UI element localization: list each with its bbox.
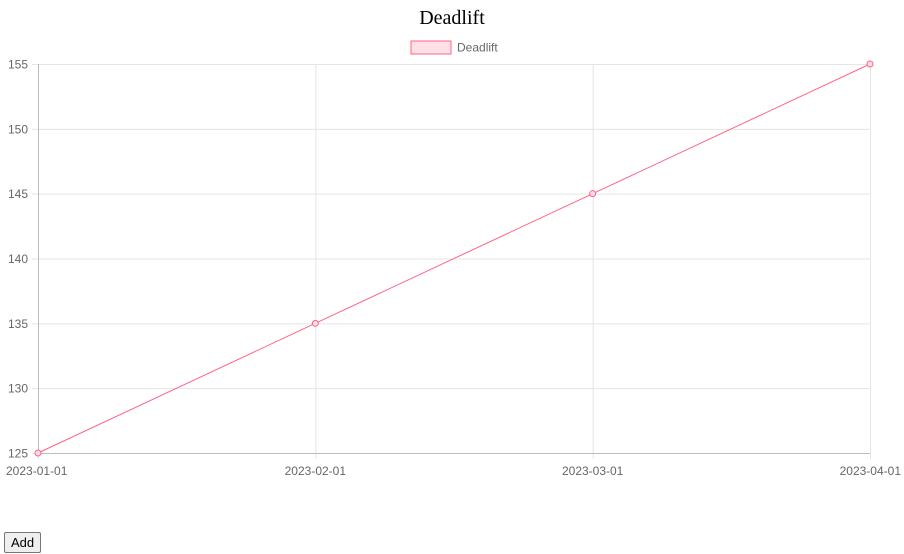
y-tick-label: 145	[8, 187, 28, 201]
x-tick-label: 2023-04-01	[840, 464, 902, 478]
x-tick-label: 2023-01-01	[6, 464, 68, 478]
y-tick-label: 130	[8, 382, 28, 396]
y-tick-label: 140	[8, 252, 28, 266]
line-chart: Deadlift 155 150 145 140 135 130 125 2023-01-0…	[6, 40, 901, 478]
y-tick-label: 155	[8, 58, 28, 72]
y-tick-label: 125	[8, 447, 28, 461]
legend[interactable]: Deadlift	[410, 40, 498, 55]
data-point	[866, 60, 874, 68]
add-button[interactable]: Add	[4, 532, 42, 553]
series-line	[37, 63, 871, 454]
data-point	[311, 319, 319, 327]
grid	[32, 64, 871, 459]
x-tick-label: 2023-02-01	[285, 464, 347, 478]
y-tick-label: 135	[8, 317, 28, 331]
y-axis-ticks: 155 150 145 140 135 130 125	[8, 58, 28, 461]
series-deadlift	[34, 60, 874, 457]
legend-swatch	[410, 40, 452, 55]
x-tick-label: 2023-03-01	[562, 464, 624, 478]
x-axis-ticks: 2023-01-01 2023-02-01 2023-03-01 2023-04-01	[6, 464, 901, 478]
chart-title: Deadlift	[419, 7, 485, 29]
axes	[38, 64, 870, 454]
data-point	[34, 449, 42, 457]
data-point	[589, 190, 597, 198]
legend-label: Deadlift	[457, 41, 498, 55]
y-tick-label: 150	[8, 122, 28, 136]
